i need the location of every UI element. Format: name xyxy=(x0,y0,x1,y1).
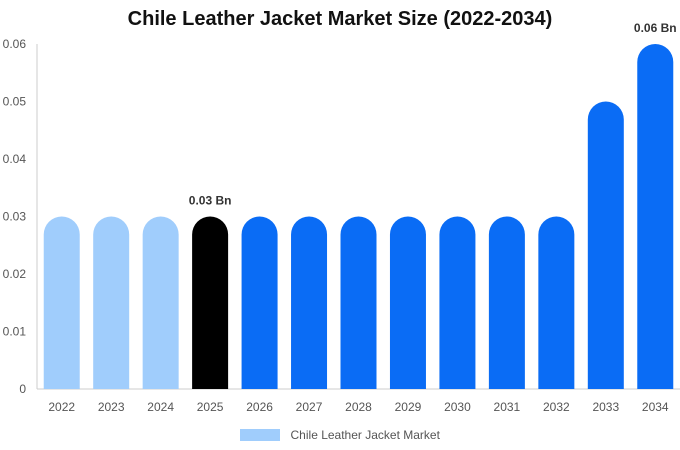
y-tick-label: 0.06 xyxy=(3,37,27,51)
y-tick-label: 0.01 xyxy=(3,325,27,339)
bar-2026 xyxy=(241,216,278,389)
data-label-2034: 0.06 Bn xyxy=(634,21,677,35)
x-tick-label: 2027 xyxy=(296,400,323,414)
value-labels: 0.03 Bn 0.06 Bn xyxy=(189,21,677,208)
y-tick-label: 0.02 xyxy=(3,267,27,281)
x-tick-label: 2034 xyxy=(642,400,669,414)
bar-2031 xyxy=(488,216,525,389)
bar-2032 xyxy=(538,216,575,389)
bar-2027 xyxy=(291,216,328,389)
x-tick-label: 2028 xyxy=(345,400,372,414)
x-tick-label: 2032 xyxy=(543,400,570,414)
y-tick-label: 0 xyxy=(19,382,26,396)
bar-2034 xyxy=(637,44,674,389)
data-label-2025: 0.03 Bn xyxy=(189,194,232,208)
bar-2025 xyxy=(192,216,229,389)
bar-2022 xyxy=(43,216,80,389)
bar-2028 xyxy=(340,216,377,389)
bar-2023 xyxy=(93,216,130,389)
x-tick-label: 2025 xyxy=(197,400,224,414)
bar-2024 xyxy=(142,216,179,389)
x-tick-label: 2024 xyxy=(147,400,174,414)
y-tick-label: 0.04 xyxy=(3,152,27,166)
x-tick-label: 2033 xyxy=(592,400,619,414)
bar-2030 xyxy=(439,216,476,389)
legend-swatch xyxy=(240,428,281,441)
x-tick-label: 2022 xyxy=(48,400,75,414)
x-tick-label: 2023 xyxy=(98,400,125,414)
x-tick-label: 2026 xyxy=(246,400,273,414)
x-tick-label: 2030 xyxy=(444,400,471,414)
axes: 0 0.01 0.02 0.03 0.04 0.05 0.06 2022 2023 2024 202… xyxy=(3,37,680,414)
y-tick-label: 0.03 xyxy=(3,210,27,224)
x-tick-label: 2031 xyxy=(494,400,521,414)
x-tick-label: 2029 xyxy=(395,400,422,414)
y-tick-label: 0.05 xyxy=(3,95,27,109)
bars xyxy=(43,44,674,389)
bar-2029 xyxy=(389,216,426,389)
legend: Chile Leather Jacket Market xyxy=(0,426,680,444)
legend-label: Chile Leather Jacket Market xyxy=(290,427,440,442)
chart-title: Chile Leather Jacket Market Size (2022-2… xyxy=(127,8,553,30)
bar-2033 xyxy=(587,101,624,389)
